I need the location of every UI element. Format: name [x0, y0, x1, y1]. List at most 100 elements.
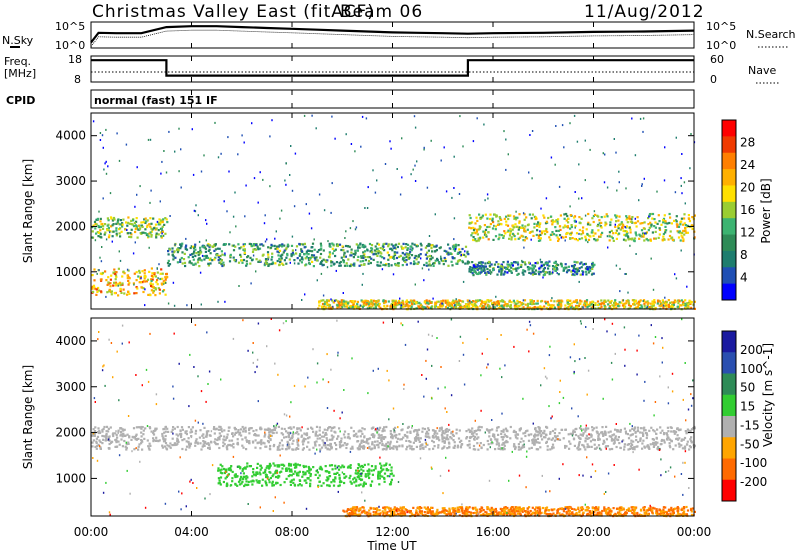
- heatmap-cell: [376, 261, 379, 264]
- heatmap-cell: [652, 304, 655, 307]
- heatmap-cell: [390, 255, 393, 259]
- heatmap-cell: [339, 446, 342, 449]
- heatmap-cell: [530, 303, 534, 306]
- heatmap-cell: [546, 230, 549, 234]
- heatmap-cell: [625, 215, 628, 218]
- heatmap-cell: [482, 265, 485, 268]
- heatmap-cell: [331, 247, 334, 250]
- heatmap-cell: [342, 292, 344, 294]
- heatmap-cell: [633, 237, 637, 240]
- heatmap-cell: [269, 430, 272, 433]
- heatmap-cell: [690, 441, 693, 444]
- heatmap-cell: [482, 236, 485, 239]
- heatmap-cell: [99, 217, 102, 220]
- heatmap-cell: [296, 463, 299, 466]
- heatmap-cell: [554, 428, 557, 431]
- heatmap-cell: [278, 448, 281, 451]
- heatmap-cell: [218, 247, 221, 250]
- heatmap-cell: [639, 437, 642, 440]
- heatmap-cell: [483, 231, 486, 234]
- heatmap-cell: [315, 440, 318, 443]
- heatmap-cell: [601, 432, 604, 436]
- heatmap-cell: [142, 221, 145, 224]
- heatmap-cell: [345, 446, 348, 450]
- heatmap-cell: [179, 260, 182, 263]
- heatmap-cell: [557, 438, 560, 441]
- heatmap-cell: [181, 251, 184, 254]
- heatmap-cell: [251, 250, 255, 253]
- heatmap-cell: [370, 301, 373, 304]
- heatmap-cell: [357, 484, 360, 487]
- heatmap-cell: [374, 245, 377, 248]
- heatmap-cell: [248, 242, 251, 245]
- heatmap-cell: [582, 271, 585, 274]
- heatmap-cell: [584, 430, 587, 433]
- heatmap-cell: [454, 303, 457, 306]
- heatmap-cell: [347, 258, 350, 261]
- heatmap-cell: [140, 439, 143, 442]
- heatmap-cell: [669, 446, 672, 449]
- heatmap-cell: [344, 255, 347, 258]
- heatmap-cell: [387, 469, 390, 472]
- heatmap-cell: [449, 436, 452, 439]
- heatmap-cell: [193, 245, 197, 248]
- heatmap-cell: [497, 302, 500, 305]
- heatmap-cell: [334, 464, 337, 467]
- heatmap-cell: [184, 431, 187, 434]
- freq-tick-top: 18: [68, 53, 82, 66]
- heatmap-cell: [233, 259, 236, 262]
- heatmap-cell: [267, 441, 270, 444]
- heatmap-cell: [613, 301, 616, 305]
- heatmap-cell: [378, 483, 381, 486]
- heatmap-cell: [545, 425, 548, 429]
- heatmap-cell: [357, 430, 360, 433]
- heatmap-cell: [452, 299, 455, 302]
- heatmap-cell: [512, 226, 516, 229]
- heatmap-cell: [180, 433, 183, 436]
- heatmap-cell: [354, 253, 357, 256]
- heatmap-cell: [578, 267, 581, 270]
- heatmap-cell: [638, 237, 641, 240]
- heatmap-cell: [601, 426, 604, 429]
- heatmap-cell: [545, 306, 548, 309]
- heatmap-cell: [402, 305, 405, 308]
- heatmap-cell: [259, 441, 262, 444]
- heatmap-cell: [264, 470, 267, 474]
- heatmap-cell: [365, 117, 368, 120]
- heatmap-cell: [528, 261, 531, 264]
- heatmap-cell: [334, 137, 336, 140]
- heatmap-cell: [374, 191, 377, 194]
- colorbar-tick-label: 16: [740, 203, 755, 217]
- heatmap-cell: [429, 258, 432, 261]
- heatmap-cell: [208, 447, 211, 450]
- heatmap-cell: [278, 257, 281, 260]
- heatmap-cell: [270, 262, 273, 266]
- heatmap-cell: [181, 242, 184, 245]
- heatmap-cell: [367, 463, 370, 466]
- heatmap-cell: [675, 215, 678, 218]
- heatmap-cell: [532, 264, 535, 267]
- nave-tick-bottom: 0: [710, 73, 717, 86]
- heatmap-cell: [584, 437, 587, 440]
- heatmap-cell: [309, 256, 312, 259]
- heatmap-cell: [398, 255, 401, 258]
- heatmap-cell: [96, 290, 99, 293]
- heatmap-cell: [339, 304, 342, 307]
- heatmap-cell: [183, 252, 186, 255]
- heatmap-cell: [297, 444, 300, 447]
- heatmap-cell: [615, 214, 619, 217]
- heatmap-cell: [199, 249, 202, 252]
- heatmap-cell: [453, 217, 456, 220]
- heatmap-cell: [205, 442, 209, 445]
- heatmap-cell: [541, 431, 544, 435]
- heatmap-cell: [289, 426, 292, 429]
- heatmap-cell: [635, 439, 638, 442]
- heatmap-cell: [513, 301, 516, 304]
- heatmap-cell: [144, 276, 147, 279]
- heatmap-cell: [354, 249, 357, 252]
- heatmap-cell: [332, 435, 335, 438]
- heatmap-cell: [624, 234, 627, 237]
- heatmap-cell: [548, 260, 551, 263]
- heatmap-cell: [359, 242, 362, 245]
- heatmap-cell: [330, 260, 333, 264]
